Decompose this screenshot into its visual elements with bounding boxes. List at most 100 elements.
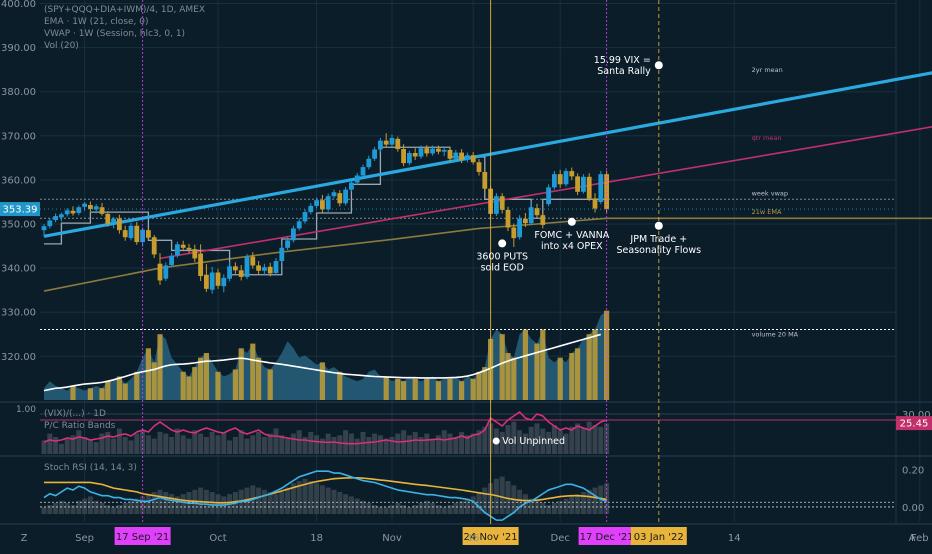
osc1-hist-bar <box>366 437 372 454</box>
osc1-hist-bar <box>99 433 105 454</box>
osc1-hist-bar <box>122 437 128 454</box>
osc2-hist-bar <box>575 494 581 514</box>
osc2-hist-bar <box>76 500 82 514</box>
legend-volume[interactable]: Vol (20) <box>44 41 79 51</box>
volume-bar-down <box>256 357 262 400</box>
osc1-hist-bar <box>505 425 511 454</box>
vix-tick-label: 30.00 <box>902 410 931 421</box>
osc2-hist-bar <box>296 481 302 514</box>
legend-pc-ratio[interactable]: P/C Ratio Bands <box>44 421 116 431</box>
candle-body <box>470 155 476 163</box>
osc1-hist-bar <box>482 426 488 454</box>
osc1-hist-bar <box>41 440 47 454</box>
legend-stoch[interactable]: Stoch RSI (14, 14, 3) <box>44 463 137 473</box>
volume-bar-down <box>540 329 546 400</box>
candle-body <box>256 265 261 271</box>
candle-body <box>175 244 180 256</box>
line-label: 2yr mean <box>752 66 783 74</box>
osc2-hist-bar <box>198 487 204 514</box>
candle-body <box>349 182 354 190</box>
osc2-hist-bar <box>116 505 122 514</box>
osc2-hist-bar <box>70 505 76 514</box>
volume-bar-down <box>203 353 209 400</box>
osc1-hist-bar <box>180 435 186 454</box>
candle-body <box>279 247 285 262</box>
osc2-hist-bar <box>93 500 99 514</box>
volume-bar-down <box>476 371 482 400</box>
candle-body <box>215 272 221 286</box>
osc1-hist-bar <box>569 426 575 454</box>
osc1-hist-bar <box>406 435 412 454</box>
candle-body <box>598 174 604 202</box>
volume-bar-down <box>586 334 592 400</box>
osc1-hist-bar <box>424 433 430 454</box>
date-marker-label: 24 Nov '21 <box>464 532 518 543</box>
osc1-hist-bar <box>499 431 505 454</box>
osc1-hist-bar <box>447 433 453 454</box>
volume-bar-down <box>575 348 581 400</box>
timezone-button[interactable]: Z <box>21 533 28 544</box>
osc2-hist-bar <box>464 498 470 514</box>
candle-body <box>99 207 105 214</box>
osc1-hist-bar <box>430 438 436 454</box>
candle-body <box>302 212 308 222</box>
legend-vwap[interactable]: VWAP · 1W (Session, hlc3, 0, 1) <box>44 29 185 39</box>
volume-bar-down <box>499 334 505 400</box>
annotation-text: into x4 OPEX <box>541 241 603 252</box>
volume-bar-down <box>215 371 221 400</box>
date-tick-label: 15 <box>467 533 480 544</box>
candle-body <box>494 196 499 214</box>
osc2-hist-bar <box>412 505 418 514</box>
candle-body <box>592 198 598 209</box>
osc2-hist-bar <box>354 498 360 514</box>
osc2-hist-bar <box>395 503 401 514</box>
date-tick-label: Dec <box>551 533 570 544</box>
date-tick-label: Feb <box>911 533 929 544</box>
osc1-hist-bar <box>267 433 273 454</box>
line-label: week vwap <box>752 189 788 197</box>
osc1-hist-bar <box>546 431 552 454</box>
osc2-hist-bar <box>319 485 325 514</box>
candle-body <box>47 220 53 227</box>
candle-body <box>360 167 366 176</box>
candle-body <box>296 221 302 229</box>
legend-ema[interactable]: EMA · 1W (21, close, 0) <box>44 17 149 27</box>
osc2-hist-bar <box>128 500 134 514</box>
osc1-hist-bar <box>453 437 459 454</box>
vol-unpinned-dot <box>492 437 500 445</box>
osc1-hist-bar <box>319 438 325 454</box>
candle-body <box>238 270 244 277</box>
auto-scale-button[interactable]: A <box>909 533 916 544</box>
legend-symbol[interactable]: (SPY+QQQ+DIA+IWM)/4, 1D, AMEX <box>44 5 205 15</box>
osc1-hist-bar <box>377 435 383 454</box>
candle-body <box>407 152 412 164</box>
vix-badge-label: 25.45 <box>900 419 929 430</box>
trendline <box>159 126 932 260</box>
legend-vix[interactable]: (VIX)/(...) · 1D <box>44 409 106 419</box>
volume-bar-down <box>232 369 238 400</box>
candle-body <box>447 149 453 159</box>
osc2-hist-bar <box>372 505 378 514</box>
osc1-hist-bar <box>325 433 331 454</box>
candle-body <box>53 216 58 221</box>
osc1-hist-bar <box>395 433 401 454</box>
candle-body <box>320 200 325 210</box>
candle-body <box>59 214 64 218</box>
candle-body <box>528 207 534 224</box>
candle-body <box>285 240 290 248</box>
osc1-hist-bar <box>134 433 140 454</box>
candle-body <box>476 162 482 172</box>
osc1-hist-bar <box>476 430 482 454</box>
candle-body <box>262 267 267 271</box>
volume-bar-down <box>459 381 465 400</box>
osc1-hist-bar <box>261 437 267 454</box>
osc2-hist-bar <box>534 500 540 514</box>
osc2-hist-bar <box>360 500 366 514</box>
candle-body <box>563 171 569 185</box>
osc2-hist-bar <box>163 492 169 514</box>
osc1-hist-bar <box>192 430 198 454</box>
candle-body <box>412 152 418 157</box>
osc2-hist-bar <box>580 492 586 514</box>
